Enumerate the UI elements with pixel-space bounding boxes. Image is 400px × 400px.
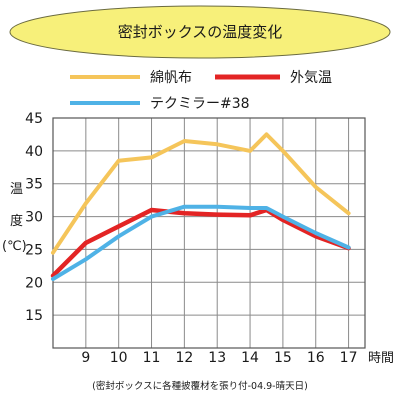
legend-label-outdoor-temp: 外気温 [290,70,332,86]
series-line-cotton-canvas [51,132,351,255]
y-tick-label: 35 [25,177,43,193]
y-axis-label: 温 度 (℃) [2,182,27,254]
x-tick-label: 10 [110,350,128,366]
y-tick-label: 15 [25,308,43,324]
series-line-outdoor-temp [50,207,351,278]
footnote: (密封ボックスに各種披覆材を張り付-04.9-晴天日) [92,380,308,392]
y-axis-label-char-1: 温 [10,182,23,197]
chart-title-banner [9,5,391,59]
x-tick-label: 15 [274,350,292,366]
x-axis-label: 時間 [368,351,394,366]
y-axis-label-char-2: 度 [10,213,23,229]
grid [52,117,366,349]
y-axis-ticks: 15 20 25 30 35 40 45 [25,111,43,324]
x-tick-label: 12 [175,350,193,366]
legend-label-tekumirror: テクミラー#38 [150,96,250,112]
y-tick-label: 45 [25,111,43,127]
plot-area-border [52,117,366,349]
y-tick-label: 20 [25,275,43,291]
series-line-tekumirror [51,204,351,281]
x-tick-label: 17 [340,350,358,366]
y-tick-label: 40 [25,144,43,160]
x-tick-label: 16 [307,350,325,366]
x-tick-label: 13 [208,350,226,366]
legend-label-cotton-canvas: 綿帆布 [150,70,192,86]
x-tick-label: 9 [81,350,90,366]
x-tick-label: 14 [241,350,259,366]
legend: 綿帆布 外気温 テクミラー#38 [70,70,332,112]
y-tick-label: 30 [25,210,43,226]
x-axis-ticks: 9 10 11 12 13 14 15 16 17 [81,350,357,366]
x-tick-label: 11 [143,350,161,366]
chart-title: 密封ボックスの温度変化 [118,23,283,41]
y-tick-label: 25 [25,242,43,258]
series-lines [50,132,351,281]
y-axis-label-char-3: (℃) [2,239,27,254]
